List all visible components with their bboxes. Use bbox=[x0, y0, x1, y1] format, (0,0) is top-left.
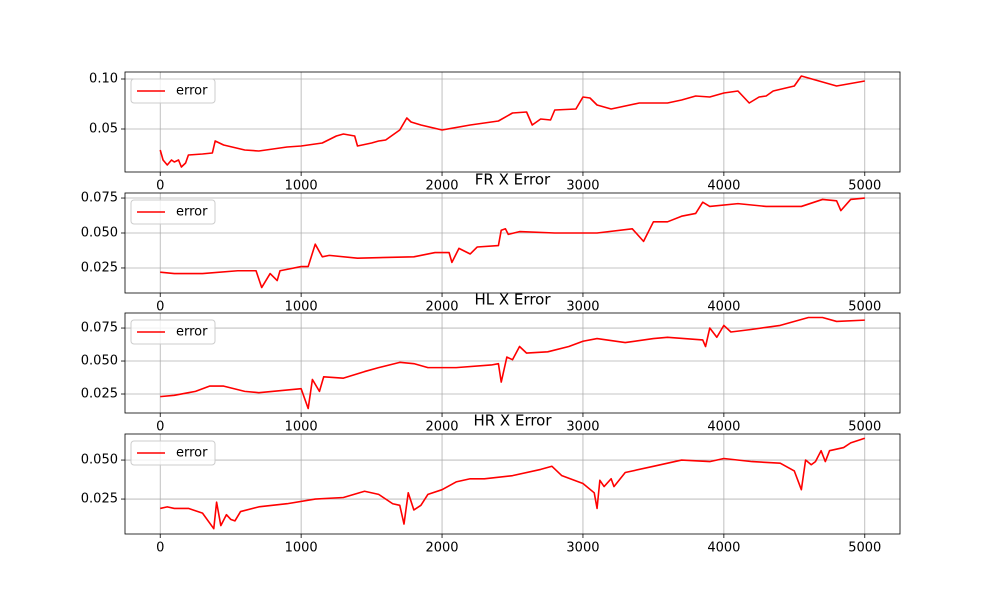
legend-box bbox=[130, 319, 216, 345]
subplot: HL X Error 0 1000 2000 3000 4000 5000 0.025 0.05… bbox=[81, 291, 901, 435]
legend-label: error bbox=[176, 84, 208, 99]
x-tick-label: 4000 bbox=[707, 541, 740, 556]
legend-box bbox=[130, 78, 216, 104]
subplot: 0 1000 2000 3000 4000 5000 0.05 0.10 error bbox=[89, 71, 901, 194]
x-tick-label: 2000 bbox=[425, 420, 458, 435]
y-tick-label: 0.05 bbox=[89, 122, 118, 137]
x-tick-label: 3000 bbox=[566, 420, 599, 435]
legend: error bbox=[130, 199, 216, 225]
x-tick-label: 4000 bbox=[707, 300, 740, 315]
subplot-title: FR X Error bbox=[475, 171, 551, 189]
y-tick-label: 0.025 bbox=[81, 387, 118, 402]
subplot-title: HL X Error bbox=[474, 291, 551, 309]
legend-label: error bbox=[176, 446, 208, 461]
x-tick-label: 5000 bbox=[848, 300, 881, 315]
y-tick-label: 0.050 bbox=[81, 226, 118, 241]
x-tick-label: 1000 bbox=[285, 541, 318, 556]
legend: error bbox=[130, 78, 216, 104]
y-tick-label: 0.10 bbox=[89, 72, 118, 87]
x-tick-label: 5000 bbox=[848, 541, 881, 556]
x-tick-label: 1000 bbox=[285, 300, 318, 315]
series-line bbox=[160, 316, 865, 410]
subplot-title: HR X Error bbox=[473, 412, 552, 430]
x-tick-label: 1000 bbox=[285, 179, 318, 194]
x-tick-label: 0 bbox=[156, 300, 164, 315]
x-tick-label: 1000 bbox=[285, 420, 318, 435]
x-tick-label: 0 bbox=[156, 420, 164, 435]
x-tick-label: 2000 bbox=[425, 179, 458, 194]
y-tick-label: 0.050 bbox=[81, 453, 118, 468]
x-tick-label: 0 bbox=[156, 179, 164, 194]
subplot: HR X Error 0 1000 2000 3000 4000 5000 0.025 0.05… bbox=[81, 412, 901, 556]
legend-box bbox=[130, 440, 216, 466]
x-tick-label: 3000 bbox=[566, 541, 599, 556]
axes-frame bbox=[124, 71, 901, 173]
x-tick-label: 2000 bbox=[425, 300, 458, 315]
axes-frame bbox=[124, 192, 901, 294]
x-tick-label: 0 bbox=[156, 541, 164, 556]
legend: error bbox=[130, 440, 216, 466]
x-tick-label: 5000 bbox=[848, 179, 881, 194]
x-tick-label: 4000 bbox=[707, 179, 740, 194]
x-tick-label: 2000 bbox=[425, 541, 458, 556]
y-tick-label: 0.025 bbox=[81, 260, 118, 275]
subplot: FR X Error 0 1000 2000 3000 4000 5000 0.025 0.05… bbox=[81, 171, 901, 315]
y-tick-label: 0.075 bbox=[81, 191, 118, 206]
x-tick-label: 3000 bbox=[566, 300, 599, 315]
series-line bbox=[159, 75, 865, 168]
y-tick-label: 0.025 bbox=[81, 492, 118, 507]
x-tick-label: 5000 bbox=[848, 420, 881, 435]
series-line bbox=[160, 197, 865, 289]
legend-label: error bbox=[176, 205, 208, 220]
y-tick-label: 0.075 bbox=[81, 321, 118, 336]
x-tick-label: 4000 bbox=[707, 420, 740, 435]
axes-frame bbox=[124, 312, 901, 414]
legend-label: error bbox=[176, 325, 208, 340]
series-line bbox=[160, 437, 866, 530]
axes-frame bbox=[124, 433, 901, 535]
legend: error bbox=[130, 319, 216, 345]
legend-box bbox=[130, 199, 216, 225]
y-tick-label: 0.050 bbox=[81, 354, 118, 369]
x-tick-label: 3000 bbox=[566, 179, 599, 194]
